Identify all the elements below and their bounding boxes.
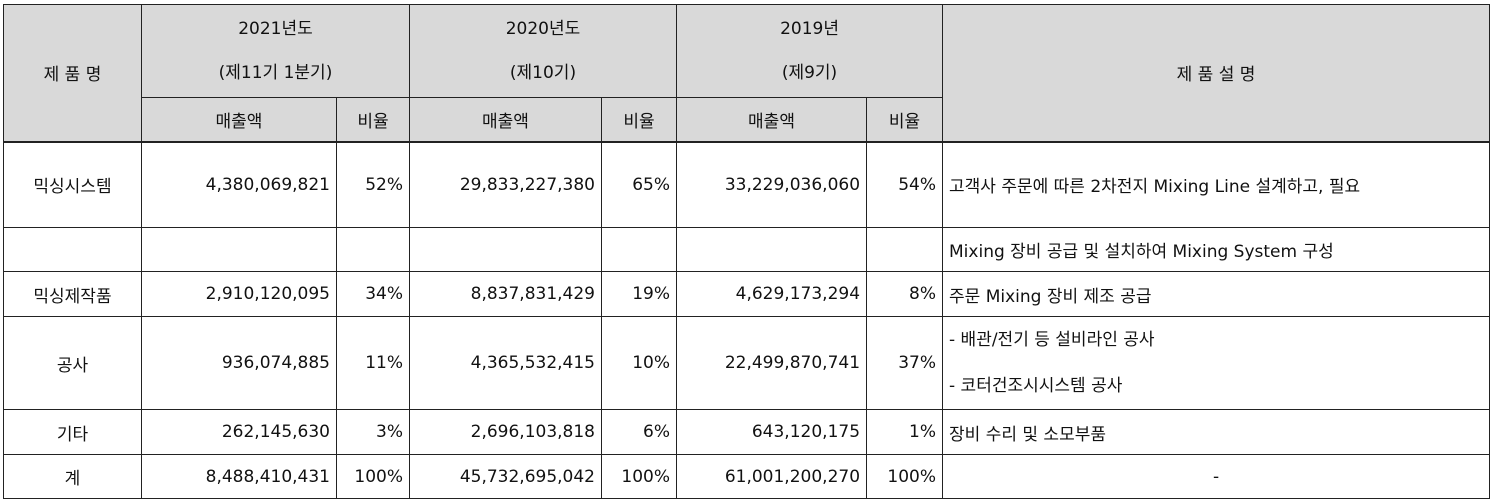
ratio-2020: 65% xyxy=(600,140,678,228)
row-description: 고객사 주문에 따른 2차전지 Mixing Line 설계하고, 필요 xyxy=(942,140,1491,228)
table-row-total: 계 8,488,410,431 100% 45,732,695,042 100%… xyxy=(3,454,1491,499)
sales-2020: 29,833,227,380 xyxy=(409,140,602,228)
ratio-2019 xyxy=(866,227,944,272)
sales-2021: 2,910,120,095 xyxy=(141,271,337,317)
ratio-2019: 1% xyxy=(866,409,944,455)
header-year-2019-line2: (제9기) xyxy=(781,63,838,83)
row-product-name: 기타 xyxy=(3,409,142,455)
sales-2021 xyxy=(141,227,337,272)
row-product-name xyxy=(3,227,142,272)
row-product-name: 계 xyxy=(3,454,142,499)
header-sales-2020: 매출액 xyxy=(409,97,602,142)
header-product: 제 품 명 xyxy=(3,4,142,142)
header-year-2021-line1: 2021년도 xyxy=(238,19,313,39)
ratio-2019: 100% xyxy=(866,454,944,499)
sales-2020: 45,732,695,042 xyxy=(409,454,602,499)
row-product-name: 공사 xyxy=(3,316,142,410)
table-row: Mixing 장비 공급 및 설치하여 Mixing System 구성 xyxy=(3,227,1491,272)
row-description: 주문 Mixing 장비 제조 공급 xyxy=(942,271,1491,317)
sales-2020: 8,837,831,429 xyxy=(409,271,602,317)
sales-2019: 33,229,036,060 xyxy=(676,140,868,228)
sales-2021: 936,074,885 xyxy=(141,316,337,410)
header-year-2020-line2: (제10기) xyxy=(509,63,577,83)
header-ratio-2021: 비율 xyxy=(336,97,410,142)
table-row: 믹싱제작품 2,910,120,095 34% 8,837,831,429 19… xyxy=(3,271,1491,317)
row-product-name: 믹싱시스템 xyxy=(3,140,142,228)
ratio-2021: 34% xyxy=(336,271,410,317)
ratio-2021: 11% xyxy=(336,316,410,410)
sales-2019: 4,629,173,294 xyxy=(676,271,868,317)
header-year-2019-line1: 2019년 xyxy=(780,19,839,39)
sales-2020 xyxy=(409,227,602,272)
header-ratio-2019: 비율 xyxy=(866,97,944,142)
ratio-2019: 8% xyxy=(866,271,944,317)
table-row: 공사 936,074,885 11% 4,365,532,415 10% 22,… xyxy=(3,316,1491,410)
sales-2020: 4,365,532,415 xyxy=(409,316,602,410)
row-description: 장비 수리 및 소모부품 xyxy=(942,409,1491,455)
row-description: - 배관/전기 등 설비라인 공사 - 코터건조시시스템 공사 xyxy=(942,316,1491,410)
header-ratio-2020: 비율 xyxy=(600,97,678,142)
header-year-2021: 2021년도 (제11기 1분기) xyxy=(141,4,410,98)
ratio-2020: 6% xyxy=(600,409,678,455)
ratio-2021 xyxy=(336,227,410,272)
row-description: - xyxy=(942,454,1491,499)
ratio-2021: 100% xyxy=(336,454,410,499)
header-sales-2019: 매출액 xyxy=(676,97,868,142)
sales-by-product-table: 제 품 명 2021년도 (제11기 1분기) 2020년도 (제10기) 20… xyxy=(3,4,1491,499)
ratio-2020 xyxy=(600,227,678,272)
row-product-name: 믹싱제작품 xyxy=(3,271,142,317)
header-sales-2021: 매출액 xyxy=(141,97,337,142)
ratio-2019: 37% xyxy=(866,316,944,410)
sales-2020: 2,696,103,818 xyxy=(409,409,602,455)
table-row: 믹싱시스템 4,380,069,821 52% 29,833,227,380 6… xyxy=(3,140,1491,228)
ratio-2020: 19% xyxy=(600,271,678,317)
header-description: 제 품 설 명 xyxy=(942,4,1491,142)
sales-2019: 61,001,200,270 xyxy=(676,454,868,499)
sales-2019: 22,499,870,741 xyxy=(676,316,868,410)
ratio-2020: 10% xyxy=(600,316,678,410)
ratio-2020: 100% xyxy=(600,454,678,499)
ratio-2019: 54% xyxy=(866,140,944,228)
ratio-2021: 52% xyxy=(336,140,410,228)
description-line-1: - 배관/전기 등 설비라인 공사 xyxy=(949,330,1155,350)
description-line-2: - 코터건조시시스템 공사 xyxy=(949,376,1123,396)
header-year-2019: 2019년 (제9기) xyxy=(676,4,944,98)
ratio-2021: 3% xyxy=(336,409,410,455)
sales-2019 xyxy=(676,227,868,272)
header-year-2020-line1: 2020년도 xyxy=(505,19,581,39)
sales-2021: 4,380,069,821 xyxy=(141,140,337,228)
header-year-2020: 2020년도 (제10기) xyxy=(408,4,678,98)
sales-2019: 643,120,175 xyxy=(676,409,868,455)
sales-2021: 8,488,410,431 xyxy=(141,454,337,499)
header-year-2021-line2: (제11기 1분기) xyxy=(218,63,333,83)
sales-2021: 262,145,630 xyxy=(141,409,337,455)
row-description: Mixing 장비 공급 및 설치하여 Mixing System 구성 xyxy=(942,227,1491,272)
table-row: 기타 262,145,630 3% 2,696,103,818 6% 643,1… xyxy=(3,409,1491,455)
